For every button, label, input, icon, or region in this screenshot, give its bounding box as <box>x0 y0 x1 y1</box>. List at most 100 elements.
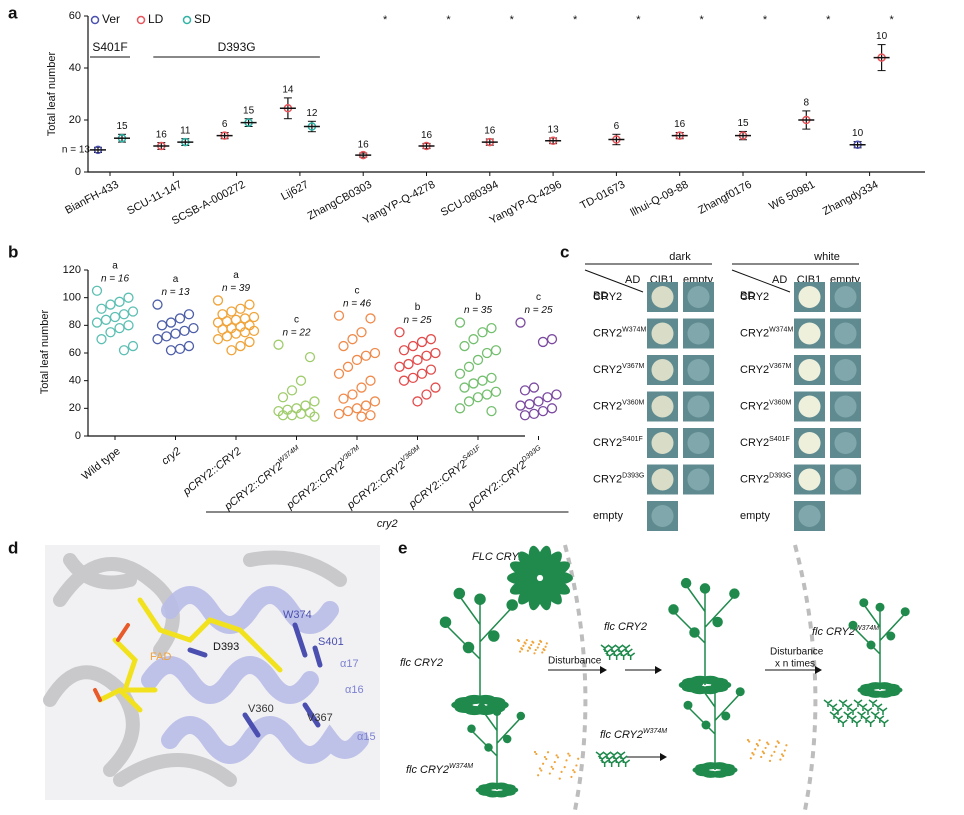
row-name: empty <box>593 510 623 522</box>
n-label: 16 <box>358 140 370 151</box>
data-point <box>524 399 535 410</box>
yeast-spot <box>687 359 710 381</box>
seed <box>533 652 536 655</box>
step-label: Disturbance <box>548 656 602 667</box>
category-sup: W374M <box>277 444 300 464</box>
significance: * <box>446 14 451 26</box>
row-sup: D393G <box>622 472 644 479</box>
data-point <box>338 393 349 404</box>
seed <box>782 754 785 757</box>
data-point <box>430 347 441 359</box>
yeast-spot <box>687 322 710 345</box>
category-name: pCRY2::CRY2 <box>222 460 285 513</box>
yeast-spot <box>687 432 710 454</box>
seed <box>766 741 769 744</box>
n-label: n = 46 <box>343 298 372 309</box>
data-point <box>407 372 419 384</box>
group-letter: a <box>233 270 239 281</box>
n-label: 16 <box>484 126 496 137</box>
flower-cluster <box>492 707 502 717</box>
seedling <box>607 759 617 767</box>
residue-label: D393 <box>213 641 239 653</box>
row-name: CRY2 <box>593 291 622 303</box>
seed <box>785 744 788 747</box>
flower-cluster <box>735 687 745 697</box>
genotype-label: flc CRY2 <box>604 621 647 633</box>
flower-cluster <box>668 604 679 615</box>
data-point <box>454 317 466 328</box>
seedling <box>626 652 636 660</box>
data-point <box>347 334 358 345</box>
seed <box>540 769 543 772</box>
row-name: CRY2 <box>740 364 769 376</box>
seedling <box>838 719 848 727</box>
n-label: n = 35 <box>464 305 493 316</box>
seedling <box>879 719 889 727</box>
helix-label: α16 <box>345 684 364 696</box>
data-point <box>212 295 224 306</box>
row-label: CRY2S401F <box>593 436 643 449</box>
data-point <box>277 392 289 403</box>
data-point <box>235 340 246 352</box>
structure-image <box>43 545 380 800</box>
seed <box>758 739 761 742</box>
data-point <box>333 408 345 420</box>
diagonal <box>731 269 791 293</box>
row-label: CRY2 <box>740 291 769 303</box>
seed <box>563 766 566 769</box>
seed <box>751 751 754 755</box>
data-point <box>105 327 116 338</box>
stem <box>687 684 741 770</box>
category-name: Wild type <box>80 445 123 482</box>
n-label: 15 <box>737 118 749 129</box>
yeast-spot <box>651 395 674 418</box>
category-name: pCRY2::CRY2 <box>284 459 347 512</box>
row-name: empty <box>740 510 770 522</box>
flower-cluster <box>699 583 711 594</box>
seed <box>538 767 542 770</box>
row-sup: W374M <box>622 326 646 333</box>
x-tick-label: pCRY2::CRY2D393G <box>465 444 547 512</box>
row-name: CRY2 <box>740 437 769 449</box>
seedling <box>833 707 843 715</box>
x-tick-label: Wild type <box>80 445 123 482</box>
data-point <box>174 313 186 324</box>
data-point <box>165 317 177 328</box>
seed <box>570 775 573 779</box>
data-point <box>170 328 181 339</box>
seedling <box>828 703 838 711</box>
data-point <box>463 396 475 407</box>
seed <box>532 641 535 644</box>
seed <box>519 650 522 653</box>
data-point <box>356 327 367 338</box>
seedling <box>600 759 610 767</box>
seed <box>537 643 541 646</box>
data-point <box>152 334 163 345</box>
seedling <box>843 711 853 719</box>
residue-label: S401 <box>318 636 344 648</box>
seed <box>575 764 578 767</box>
seed <box>568 754 571 757</box>
x-tick-label: Lij627 <box>279 179 311 203</box>
seed <box>545 642 548 645</box>
seed <box>553 760 556 764</box>
seed <box>776 740 779 743</box>
row-sup: V367M <box>622 363 644 370</box>
data-point <box>430 382 441 393</box>
condition-label: dark <box>669 251 691 263</box>
n-label: 16 <box>674 119 686 130</box>
seedling <box>619 652 629 660</box>
helix-label: α17 <box>340 658 359 670</box>
data-point <box>398 345 410 356</box>
seed <box>565 759 568 762</box>
flower-cluster <box>710 682 720 692</box>
seedling <box>621 759 631 767</box>
x-tick-label: SCU-11-147 <box>125 179 184 218</box>
flower-cluster <box>848 620 858 630</box>
data-point <box>477 327 488 338</box>
row-name: CRY2 <box>593 327 622 339</box>
yeast-spot <box>651 505 674 527</box>
yeast-spot <box>651 468 674 491</box>
seed <box>535 752 538 756</box>
panel-label: d <box>8 538 18 557</box>
